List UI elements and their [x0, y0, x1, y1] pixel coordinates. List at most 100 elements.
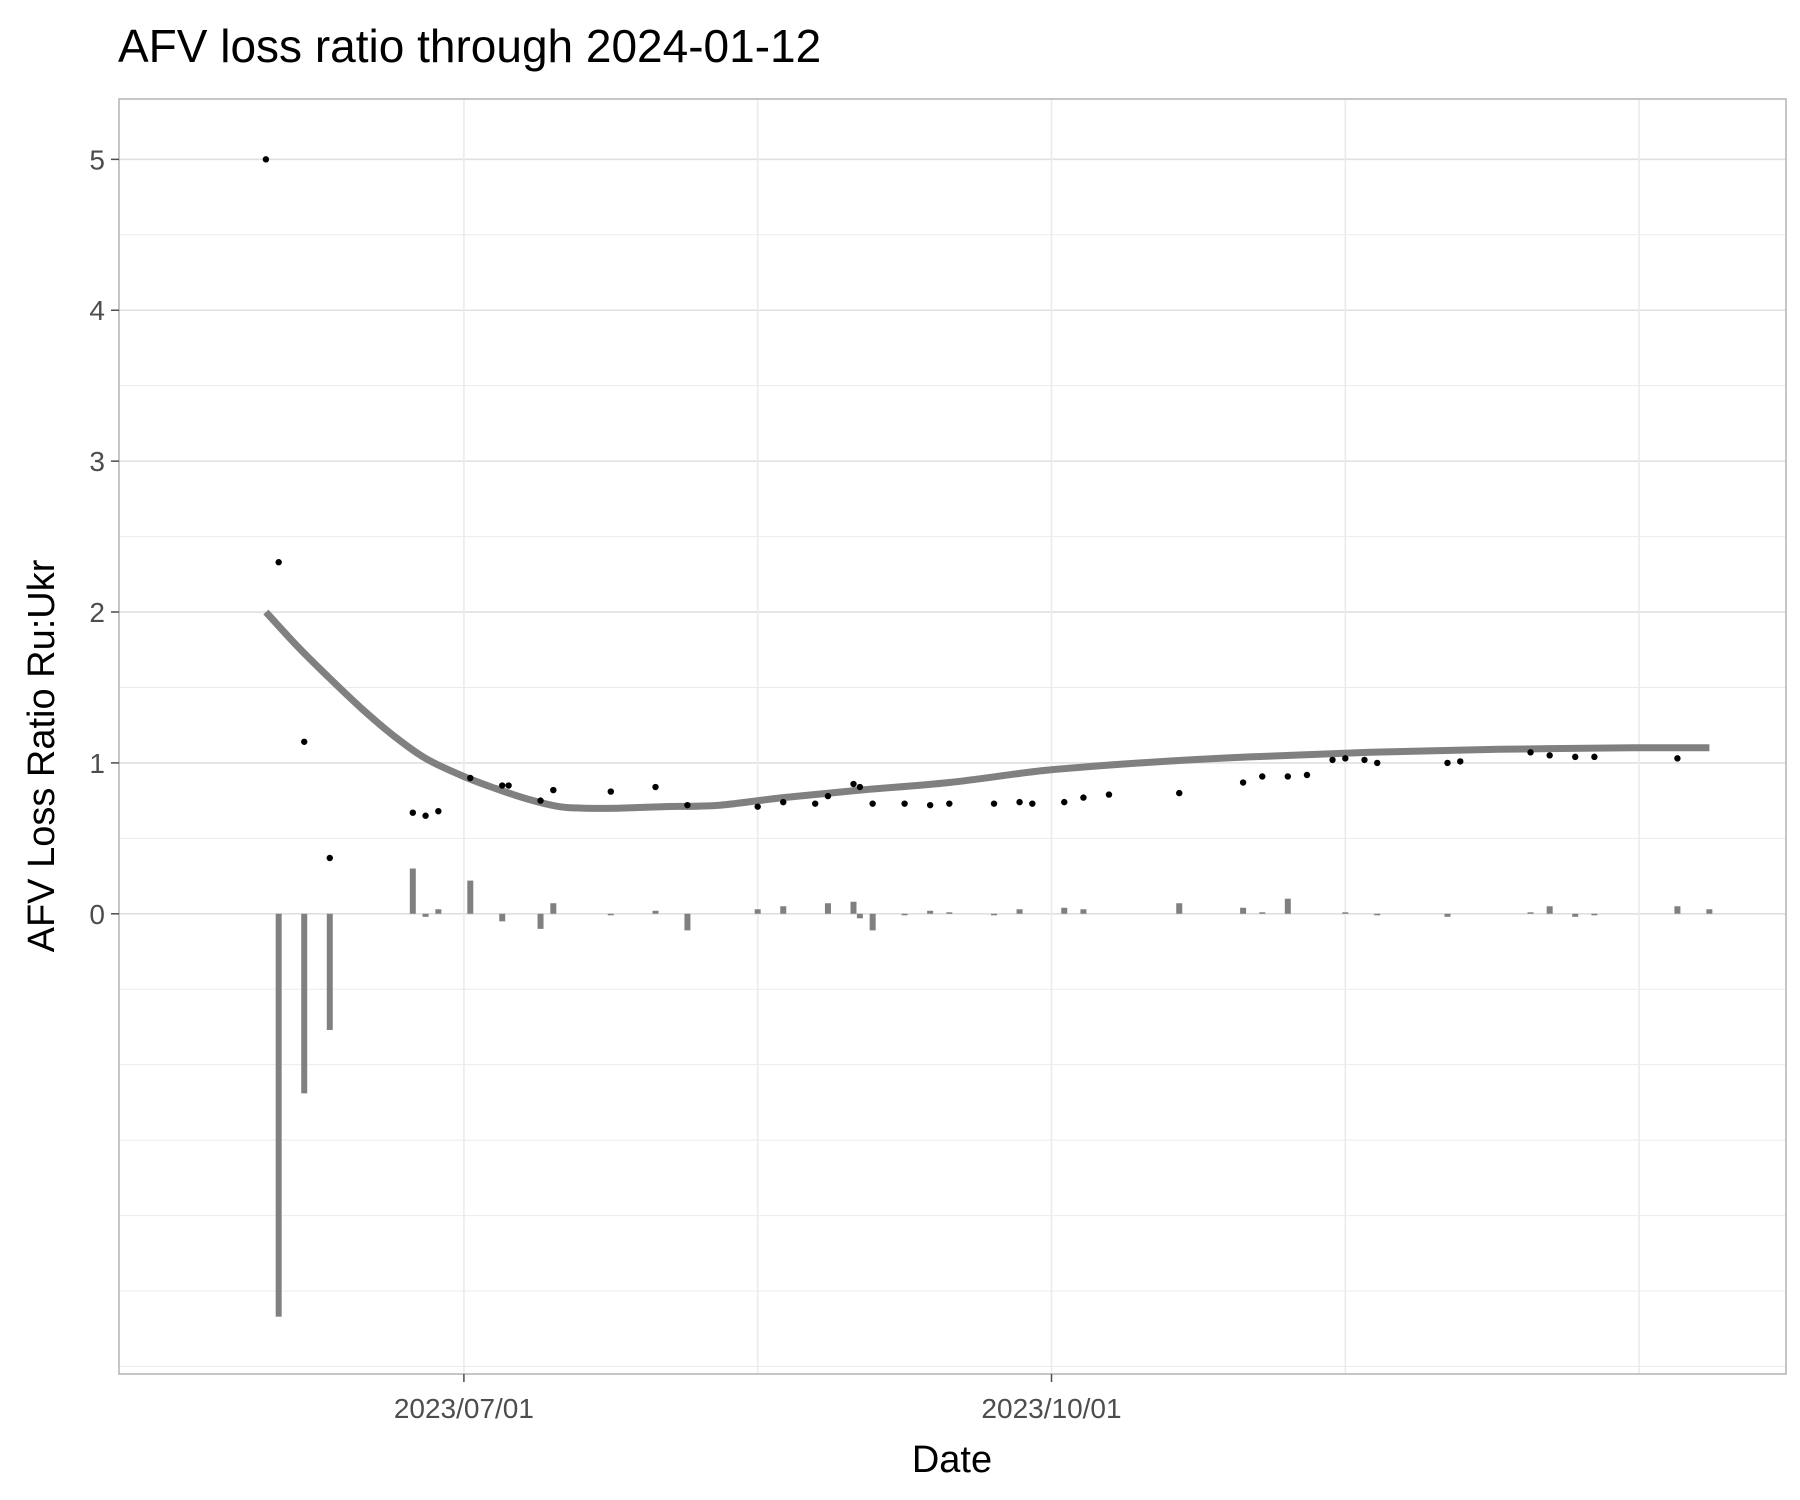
- bar: [901, 913, 908, 916]
- trend-layer: [263, 609, 1710, 812]
- bar: [1572, 913, 1579, 917]
- panel-border: [118, 98, 1787, 1375]
- data-point: [652, 783, 659, 791]
- y-tick-label: 4: [89, 295, 105, 326]
- data-point: [435, 807, 442, 815]
- bar: [422, 913, 429, 917]
- data-point: [1016, 798, 1023, 806]
- bar: [499, 913, 506, 922]
- x-tick-label: 2023/07/01: [394, 1393, 534, 1424]
- bar: [1259, 912, 1266, 914]
- data-point: [262, 156, 270, 163]
- x-axis-title: Date: [912, 1439, 992, 1481]
- data-point: [1176, 789, 1183, 797]
- data-point: [850, 780, 857, 788]
- bar: [754, 909, 761, 914]
- data-point: [301, 738, 308, 745]
- data-point: [754, 803, 761, 810]
- bar: [869, 913, 876, 931]
- data-point: [1284, 773, 1292, 780]
- tick-layer: 0 1 2 3 4 5 2023/07/01 2023/10/01: [89, 144, 1121, 1424]
- data-point: [1303, 771, 1311, 779]
- bar: [301, 913, 308, 1094]
- bar: [1342, 912, 1349, 914]
- y-tick-label: 3: [89, 446, 105, 477]
- data-point: [499, 782, 506, 789]
- data-point: [1674, 755, 1681, 762]
- data-point: [869, 800, 876, 807]
- bar: [467, 880, 474, 914]
- bar: [1080, 909, 1087, 914]
- bar-layer: [275, 868, 1713, 1317]
- data-point: [1329, 756, 1336, 764]
- bar: [1374, 913, 1381, 916]
- y-tick-label: 2: [89, 597, 105, 628]
- data-point: [326, 854, 333, 862]
- data-point: [1591, 753, 1598, 761]
- data-point: [1374, 759, 1381, 767]
- data-point: [1029, 800, 1036, 807]
- bar: [946, 912, 953, 914]
- data-point: [550, 786, 557, 794]
- grid-layer: [119, 99, 1786, 1374]
- data-point: [684, 801, 691, 809]
- bar: [537, 913, 544, 929]
- data-point: [1342, 755, 1349, 762]
- data-point: [467, 774, 474, 782]
- bar: [684, 913, 691, 931]
- data-point: [607, 788, 614, 795]
- bar: [1284, 898, 1291, 914]
- bar: [1444, 913, 1451, 917]
- bar: [1591, 913, 1598, 916]
- bar: [927, 910, 934, 914]
- bar: [275, 913, 282, 1317]
- bar: [1061, 907, 1068, 914]
- x-tick-label: 2023/10/01: [981, 1393, 1121, 1424]
- data-point: [901, 800, 908, 807]
- bar: [856, 913, 863, 919]
- bar: [991, 913, 998, 916]
- bar: [435, 909, 442, 914]
- data-point: [1361, 756, 1368, 764]
- data-point: [811, 800, 819, 807]
- data-point: [926, 801, 934, 809]
- y-tick-label: 1: [89, 748, 105, 779]
- data-point: [1527, 749, 1534, 756]
- bar: [1176, 903, 1183, 914]
- y-tick-label: 5: [89, 144, 105, 175]
- trend-line: [263, 609, 1710, 812]
- bar: [850, 901, 857, 914]
- bar: [824, 903, 831, 914]
- data-point: [946, 800, 953, 807]
- bar: [1674, 906, 1681, 914]
- bar: [1527, 912, 1534, 914]
- point-layer: [262, 156, 1681, 862]
- data-point: [1457, 758, 1464, 765]
- bar: [409, 868, 416, 914]
- y-tick-label: 0: [89, 899, 105, 930]
- data-point: [1239, 779, 1247, 786]
- bar: [1016, 909, 1023, 914]
- bar: [326, 913, 333, 1030]
- data-point: [856, 783, 864, 791]
- data-point: [409, 809, 417, 816]
- data-point: [780, 798, 787, 806]
- data-point: [505, 782, 512, 789]
- chart-title: AFV loss ratio through 2024-01-12: [118, 20, 821, 72]
- bar: [652, 910, 659, 914]
- data-point: [1546, 752, 1553, 759]
- bar: [607, 913, 614, 916]
- data-point: [1105, 791, 1113, 798]
- data-point: [1572, 753, 1579, 761]
- bar: [1706, 909, 1713, 914]
- data-point: [422, 812, 429, 819]
- data-point: [1061, 798, 1068, 806]
- data-point: [1080, 794, 1087, 801]
- data-point: [1444, 759, 1451, 767]
- bar: [1546, 906, 1553, 914]
- y-axis-title: AFV Loss Ratio Ru:Ukr: [21, 559, 63, 952]
- bar: [1240, 907, 1247, 914]
- bar: [550, 903, 557, 914]
- data-point: [275, 559, 282, 566]
